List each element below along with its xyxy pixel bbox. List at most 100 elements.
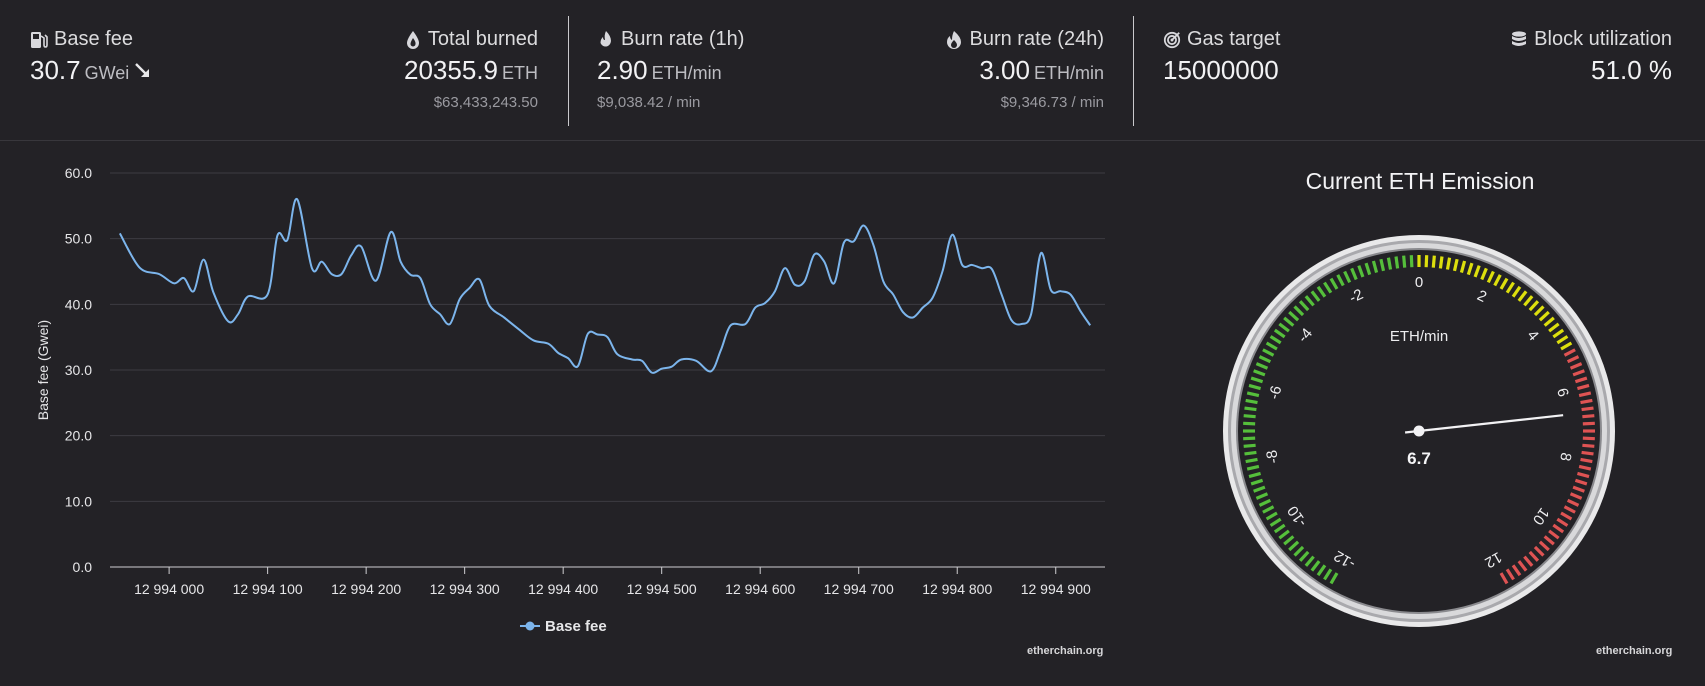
- x-tick-label: 12 994 800: [922, 581, 992, 597]
- gauge-minor-tick: [1329, 277, 1339, 290]
- gauge-minor-tick: [1473, 265, 1481, 278]
- gauge-minor-tick: [1582, 436, 1595, 441]
- gauge-minor-tick: [1499, 277, 1509, 290]
- gauge-minor-tick: [1560, 341, 1573, 351]
- total-burned-usd: $63,433,243.50: [433, 94, 538, 111]
- gauge-tick-label: 0: [1415, 274, 1423, 291]
- gauge-pivot: [1413, 425, 1425, 437]
- gauge-minor-tick: [1556, 517, 1569, 527]
- gauge-minor-tick: [1578, 464, 1592, 471]
- gauge-minor-tick: [1582, 414, 1595, 419]
- base-fee-unit: GWei: [84, 63, 130, 83]
- gas-target-value: 15000000: [1163, 55, 1279, 85]
- x-tick-label: 12 994 400: [528, 581, 598, 597]
- y-tick-label: 40.0: [65, 296, 92, 312]
- gauge-tick-label: 8: [1556, 451, 1574, 462]
- gauge-minor-tick: [1293, 305, 1305, 317]
- gauge-minor-tick: [1578, 391, 1592, 398]
- base-fee-chart-svg: 0.0 10.0 20.0 30.0 40.0 50.0 60.0 12 994 000 12 …: [35, 165, 1105, 635]
- flame-icon: [600, 30, 611, 47]
- gauge-minor-tick: [1288, 310, 1300, 322]
- burn-rate-24h-value: 3.00: [979, 55, 1030, 85]
- y-tick-label: 10.0: [65, 493, 92, 509]
- gauge-minor-tick: [1245, 398, 1258, 405]
- gauge-minor-tick: [1486, 270, 1495, 284]
- gauge-minor-tick: [1517, 560, 1528, 572]
- divider: [1133, 16, 1134, 126]
- stat-total-burned: Total burned 20355.9 ETH $63,433,243.50: [404, 28, 538, 111]
- x-tick-label: 12 994 300: [430, 581, 500, 597]
- gauge-minor-tick: [1409, 255, 1414, 268]
- gauge-minor-tick: [1431, 255, 1436, 268]
- gauge-credit-link[interactable]: etherchain.org: [1596, 645, 1673, 657]
- y-tick-label: 60.0: [65, 165, 92, 181]
- gauge-minor-tick: [1316, 564, 1327, 577]
- y-tick-label: 50.0: [65, 231, 92, 247]
- gauge-minor-tick: [1293, 545, 1305, 557]
- gauge-minor-tick: [1576, 471, 1590, 479]
- gauge-minor-tick: [1357, 265, 1365, 278]
- gauge-minor-tick: [1543, 316, 1555, 327]
- stat-block-utilization: Block utilization 51.0 %: [1510, 28, 1672, 86]
- gauge-minor-tick: [1253, 369, 1266, 377]
- gas-pump-icon: [31, 31, 48, 48]
- gauge-minor-tick: [1255, 362, 1269, 370]
- gauge-minor-tick: [1581, 450, 1594, 456]
- gauge-minor-tick: [1505, 281, 1515, 294]
- x-tick-label: 12 994 500: [627, 581, 697, 597]
- gauge-minor-tick: [1572, 485, 1585, 493]
- gauge-minor-tick: [1517, 290, 1528, 302]
- total-burned-unit: ETH: [502, 63, 538, 83]
- gauge-minor-tick: [1499, 572, 1509, 585]
- total-burned-label: Total burned: [427, 28, 538, 50]
- gauge-minor-tick: [1304, 555, 1315, 567]
- y-axis-title: Base fee (Gwei): [35, 320, 51, 420]
- y-tick-label: 30.0: [65, 362, 92, 378]
- legend-item-base-fee[interactable]: Base fee: [520, 618, 607, 635]
- gauge-minor-tick: [1572, 369, 1585, 377]
- chart-credit-link[interactable]: etherchain.org: [1027, 645, 1104, 657]
- gauge-minor-tick: [1582, 421, 1595, 426]
- gauge-minor-tick: [1265, 341, 1278, 351]
- gauge-minor-tick: [1563, 505, 1576, 514]
- gauge-minor-tick: [1511, 285, 1522, 298]
- gauge-minor-tick: [1569, 362, 1583, 370]
- gauge-minor-tick: [1329, 572, 1339, 585]
- gauge-minor-tick: [1493, 274, 1502, 287]
- gauge-minor-tick: [1528, 300, 1540, 312]
- gauge-tick-label: -6: [1266, 384, 1286, 401]
- gauge-unit-label: ETH/min: [1390, 328, 1448, 345]
- gauge-minor-tick: [1243, 421, 1256, 426]
- gauge-minor-tick: [1246, 464, 1260, 471]
- gauge-minor-tick: [1466, 262, 1474, 276]
- gauge-minor-tick: [1445, 257, 1452, 270]
- gauge-minor-tick: [1310, 290, 1321, 302]
- gauge-minor-tick: [1243, 436, 1256, 441]
- gauge-minor-tick: [1576, 383, 1590, 391]
- gauge-minor-tick: [1244, 450, 1257, 456]
- burn-rate-1h-label: Burn rate (1h): [621, 28, 745, 50]
- gauge-minor-tick: [1245, 457, 1258, 464]
- gauge-minor-tick: [1278, 529, 1290, 540]
- gauge-minor-tick: [1304, 295, 1315, 307]
- gauge-minor-tick: [1533, 305, 1545, 317]
- x-tick-label: 12 994 000: [134, 581, 204, 597]
- gauge-minor-tick: [1336, 274, 1345, 287]
- gauge-tick-label: -8: [1263, 449, 1282, 465]
- stat-burn-rate-24h: Burn rate (24h) 3.00 ETH/min $9,346.73 / …: [945, 28, 1104, 111]
- x-tick-label: 12 994 600: [725, 581, 795, 597]
- database-icon: [1512, 30, 1527, 46]
- base-fee-series-line[interactable]: [118, 198, 1092, 374]
- gauge-minor-tick: [1511, 564, 1522, 577]
- burn-rate-1h-usd: $9,038.42 / min: [597, 94, 701, 111]
- gauge-minor-tick: [1273, 328, 1286, 339]
- down-right-arrow-icon: [135, 63, 150, 77]
- stats-bar: Base fee 30.7 GWei Total burned 20355.9 ET…: [0, 0, 1705, 141]
- gauge-minor-tick: [1379, 258, 1386, 272]
- gauge-minor-tick: [1556, 335, 1569, 345]
- gauge-minor-tick: [1438, 256, 1444, 269]
- gauge-minor-tick: [1310, 560, 1321, 572]
- gauge-minor-tick: [1582, 443, 1595, 448]
- stat-base-fee: Base fee 30.7 GWei: [30, 28, 153, 86]
- burn-rate-1h-unit: ETH/min: [651, 63, 722, 83]
